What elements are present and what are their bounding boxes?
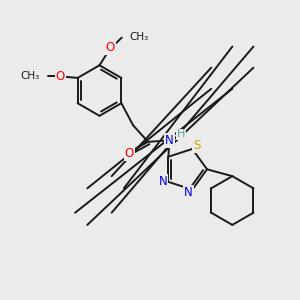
Text: O: O (56, 70, 65, 83)
Text: O: O (125, 147, 134, 160)
Text: S: S (193, 140, 200, 152)
Text: N: N (184, 185, 193, 199)
Text: N: N (165, 134, 174, 147)
Text: CH₃: CH₃ (20, 71, 40, 81)
Text: O: O (106, 41, 115, 54)
Text: CH₃: CH₃ (129, 32, 148, 42)
Text: N: N (159, 176, 167, 188)
Text: H: H (177, 129, 185, 140)
